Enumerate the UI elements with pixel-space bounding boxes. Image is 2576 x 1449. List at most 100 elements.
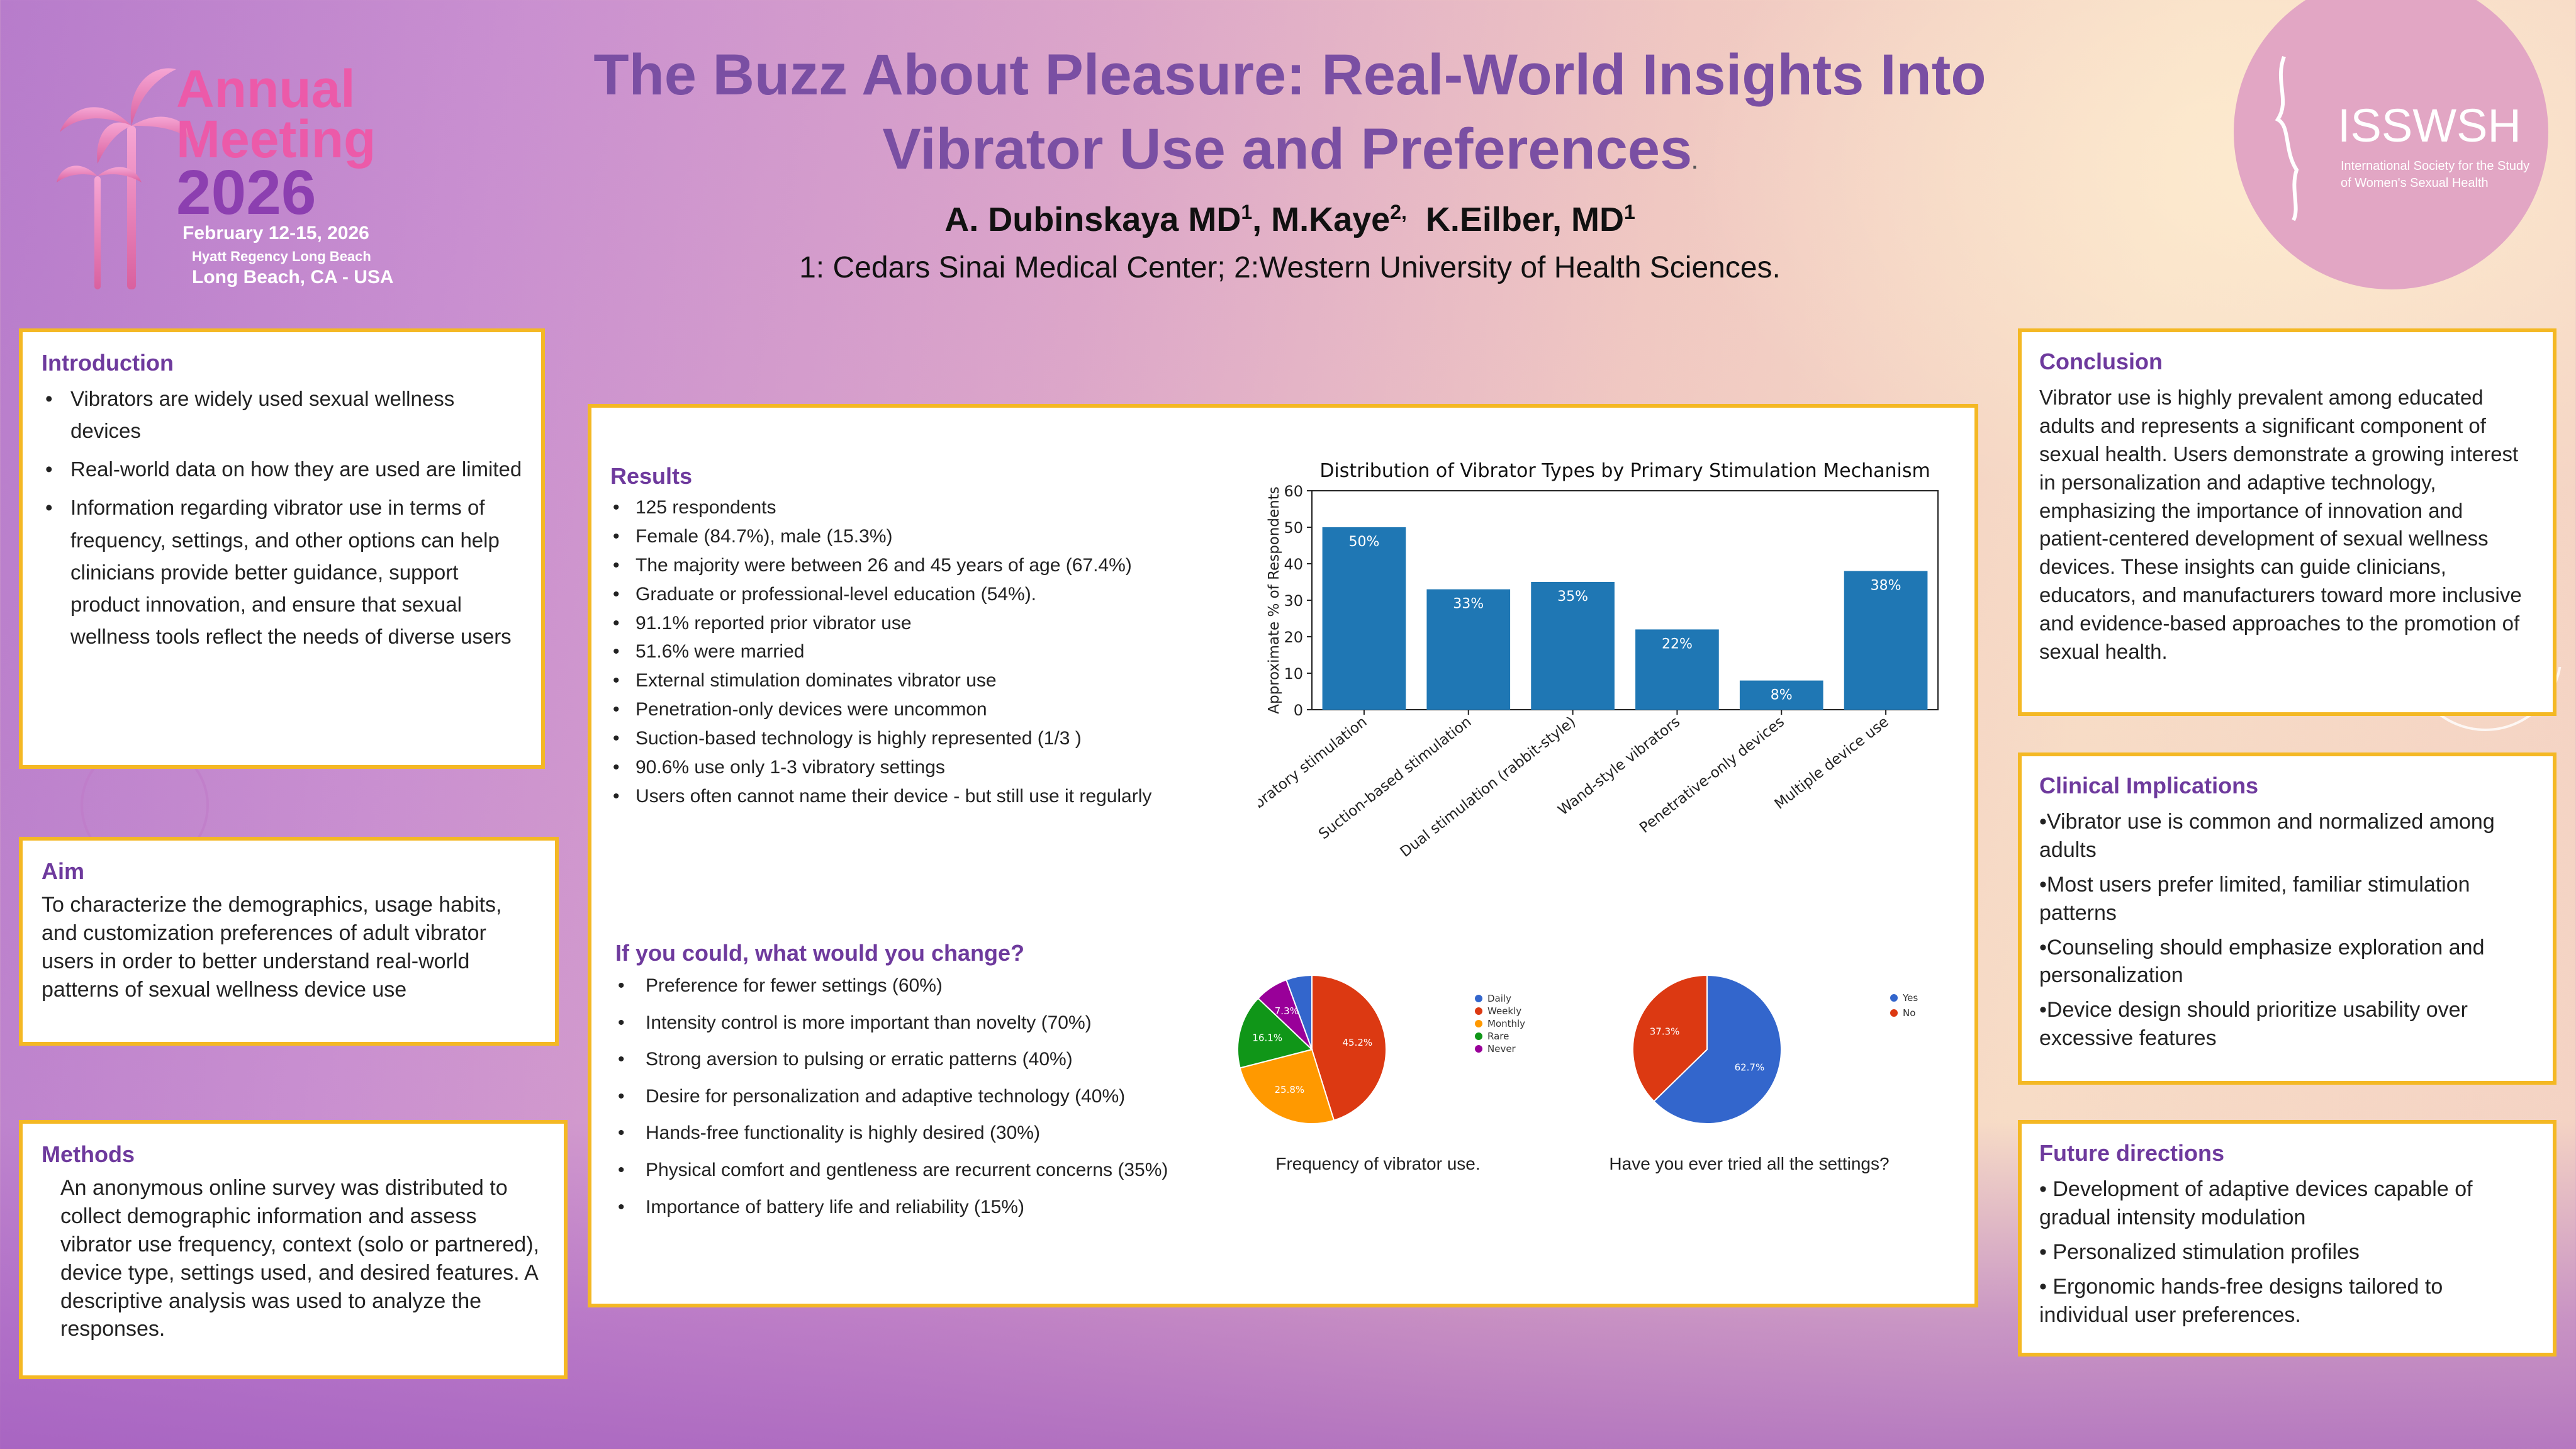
introduction-panel: Introduction Vibrators are widely used s…	[19, 328, 545, 769]
list-item: • Development of adaptive devices capabl…	[2039, 1177, 2473, 1229]
list-item: Desire for personalization and adaptive …	[615, 1083, 1207, 1111]
pie-slice-label: 16.1%	[1252, 1032, 1282, 1044]
woman-silhouette-icon	[2275, 55, 2299, 221]
results-panel: Results 125 respondents Female (84.7%), …	[588, 404, 1978, 1307]
legend-label: Monthly	[1487, 1018, 1525, 1029]
list-item: External stimulation dominates vibrator …	[610, 666, 1240, 695]
methods-panel: Methods An anonymous online survey was d…	[19, 1120, 568, 1379]
list-item: 125 respondents	[610, 493, 1240, 522]
x-tick-label: External vibratory stimulation	[1258, 713, 1370, 859]
logo-city: Long Beach, CA - USA	[192, 267, 394, 288]
pie-slice-label: 7.3%	[1275, 1005, 1299, 1017]
title-line-1: The Buzz About Pleasure: Real-World Insi…	[593, 43, 1986, 107]
list-item: Penetration-only devices were uncommon	[610, 695, 1240, 724]
legend-label: No	[1903, 1007, 1915, 1019]
list-item: Female (84.7%), male (15.3%)	[610, 522, 1240, 551]
author-3-sup: 1	[1623, 201, 1635, 223]
pie-slice	[1653, 974, 1782, 1124]
list-item: 51.6% were married	[610, 637, 1240, 666]
pie-slice-label: 62.7%	[1735, 1061, 1765, 1073]
title-line-2: Vibrator Use and Preferences.	[522, 112, 2058, 200]
x-tick-label: Multiple device use	[1772, 713, 1892, 812]
list-item: •Device design should prioritize usabili…	[2039, 998, 2468, 1051]
bar-data-label: 35%	[1557, 589, 1588, 605]
author-3: K.Eilber, MD	[1406, 201, 1624, 238]
legend-marker	[1475, 995, 1482, 1002]
affiliations: 1: Cedars Sinai Medical Center; 2:Wester…	[799, 251, 1781, 284]
legend-marker	[1890, 994, 1898, 1002]
logo-year: 2026	[176, 157, 316, 228]
list-item: 90.6% use only 1-3 vibratory settings	[610, 753, 1240, 782]
y-axis-label: Approximate % of Respondents	[1266, 486, 1282, 714]
pie-slice	[1239, 1048, 1335, 1124]
conclusion-text: Vibrator use is highly prevalent among e…	[2039, 386, 2522, 663]
methods-heading: Methods	[42, 1141, 135, 1167]
bar-data-label: 38%	[1871, 578, 1901, 594]
list-item: Users often cannot name their device - b…	[610, 782, 1240, 811]
bar	[1426, 589, 1511, 710]
list-item: •Counseling should emphasize exploration…	[2039, 935, 2485, 988]
bar	[1531, 582, 1615, 710]
legend-label: Never	[1487, 1043, 1516, 1055]
legend-marker	[1475, 1045, 1482, 1053]
future-panel: Future directions • Development of adapt…	[2018, 1120, 2556, 1357]
change-section: If you could, what would you change? Pre…	[615, 940, 1207, 1231]
logo-full-name-1: International Society for the Study	[2341, 159, 2529, 173]
legend-label: Daily	[1487, 993, 1511, 1004]
list-item: •Most users prefer limited, familiar sti…	[2039, 872, 2470, 925]
list-item: Information regarding vibrator use in te…	[42, 491, 522, 652]
introduction-list: Vibrators are widely used sexual wellnes…	[42, 383, 522, 652]
chart-title: Distribution of Vibrator Types by Primar…	[1319, 460, 1930, 482]
logo-annual: Annual	[176, 59, 356, 118]
clinical-panel: Clinical Implications •Vibrator use is c…	[2018, 752, 2556, 1085]
logo-venue: Hyatt Regency Long Beach	[192, 249, 371, 264]
y-tick-label: 30	[1284, 592, 1303, 610]
list-item: Physical comfort and gentleness are recu…	[615, 1157, 1207, 1184]
change-list: Preference for fewer settings (60%) Inte…	[615, 973, 1207, 1221]
poster-title: The Buzz About Pleasure: Real-World Insi…	[522, 38, 2058, 200]
bar-chart: Distribution of Vibrator Types by Primar…	[1258, 460, 1939, 861]
bar	[1844, 571, 1928, 710]
conclusion-panel: Conclusion Vibrator use is highly preval…	[2018, 328, 2556, 716]
bar-data-label: 22%	[1662, 636, 1693, 652]
aim-text: To characterize the demographics, usage …	[42, 893, 502, 1002]
y-tick-label: 0	[1294, 702, 1303, 719]
pie-chart-settings: 62.7% 37.3% Yes No	[1632, 974, 1918, 1124]
pie-1-caption: Frequency of vibrator use.	[1275, 1154, 1481, 1173]
author-1-sup: 1	[1241, 201, 1253, 223]
list-item: Hands-free functionality is highly desir…	[615, 1120, 1207, 1147]
list-item: Graduate or professional-level education…	[610, 580, 1240, 609]
logo-dates: February 12-15, 2026	[182, 223, 369, 243]
y-tick-label: 40	[1284, 556, 1303, 573]
logo-meeting: Meeting	[176, 109, 376, 169]
title-line-2-text: Vibrator Use and Preferences	[882, 117, 1693, 181]
legend-marker	[1475, 1032, 1482, 1040]
bar-data-label: 33%	[1453, 596, 1484, 612]
decorative-circle-right	[2409, 667, 2562, 731]
bar	[1322, 527, 1406, 710]
pie-slice-label: 25.8%	[1275, 1084, 1305, 1095]
legend-label: Yes	[1902, 992, 1918, 1004]
x-tick-label: Dual stimulation (rabbit-style)	[1397, 713, 1579, 860]
list-item: 91.1% reported prior vibrator use	[610, 609, 1240, 638]
results-section: Results 125 respondents Female (84.7%), …	[610, 463, 1240, 811]
bar-data-label: 50%	[1348, 534, 1379, 550]
future-heading: Future directions	[2039, 1140, 2225, 1166]
legend-label: Weekly	[1487, 1005, 1521, 1017]
pie-slice	[1632, 974, 1708, 1102]
pie-slice	[1311, 974, 1387, 1121]
change-heading: If you could, what would you change?	[615, 940, 1025, 966]
legend-marker	[1475, 1020, 1482, 1027]
logo-full-name-2: of Women's Sexual Health	[2341, 176, 2489, 190]
legend-label: Rare	[1487, 1031, 1509, 1042]
y-tick-label: 20	[1284, 629, 1303, 646]
y-tick-label: 50	[1284, 519, 1303, 537]
pie-slice-label: 45.2%	[1343, 1037, 1373, 1048]
isswsh-logo: ISSWSH International Society for the Stu…	[2234, 0, 2548, 289]
list-item: Preference for fewer settings (60%)	[615, 973, 1207, 1000]
pie-slice	[1237, 997, 1313, 1069]
bar	[1635, 629, 1719, 710]
aim-heading: Aim	[42, 858, 85, 884]
bar	[1739, 680, 1823, 710]
